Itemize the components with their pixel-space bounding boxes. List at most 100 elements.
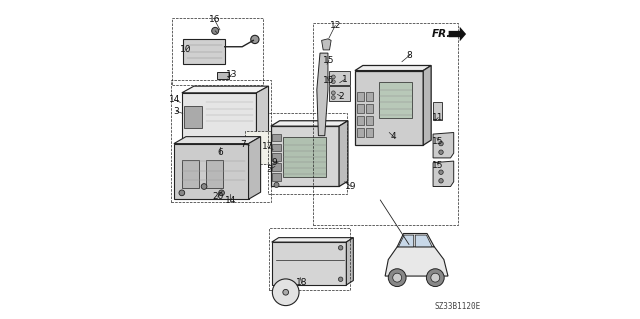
Polygon shape <box>339 121 348 187</box>
Text: 15: 15 <box>433 137 444 145</box>
Bar <box>366 92 373 101</box>
Text: 10: 10 <box>180 45 192 55</box>
Polygon shape <box>272 242 346 285</box>
Polygon shape <box>397 234 435 247</box>
Text: 5: 5 <box>266 165 272 174</box>
Text: 13: 13 <box>226 70 237 79</box>
Circle shape <box>273 279 299 306</box>
Bar <box>358 116 364 125</box>
Circle shape <box>332 91 335 95</box>
Polygon shape <box>182 93 257 139</box>
Polygon shape <box>248 137 260 199</box>
Polygon shape <box>271 121 348 126</box>
Polygon shape <box>415 235 432 247</box>
Text: 6: 6 <box>217 148 223 157</box>
Circle shape <box>339 277 343 281</box>
Text: 2: 2 <box>339 92 344 101</box>
Text: 14: 14 <box>225 196 236 205</box>
Circle shape <box>219 190 225 196</box>
Text: 15: 15 <box>433 161 444 170</box>
Polygon shape <box>321 39 331 50</box>
Bar <box>329 86 349 101</box>
Bar <box>273 153 281 161</box>
Bar <box>284 137 326 177</box>
Circle shape <box>388 269 406 286</box>
Polygon shape <box>449 27 466 41</box>
Text: 11: 11 <box>433 113 444 122</box>
Text: 3: 3 <box>173 107 179 116</box>
Circle shape <box>393 273 402 282</box>
Polygon shape <box>355 65 431 70</box>
Text: 14: 14 <box>169 95 180 104</box>
Bar <box>358 104 364 113</box>
Polygon shape <box>174 137 260 144</box>
Polygon shape <box>272 238 353 242</box>
Polygon shape <box>271 126 339 187</box>
Text: 18: 18 <box>296 278 307 287</box>
Text: 15: 15 <box>323 56 335 65</box>
Text: SZ33B1120E: SZ33B1120E <box>434 302 481 311</box>
Bar <box>313 23 458 225</box>
Circle shape <box>179 190 185 196</box>
Circle shape <box>201 184 207 189</box>
Circle shape <box>431 273 440 282</box>
Text: 1: 1 <box>342 75 348 84</box>
Bar <box>172 18 263 85</box>
Circle shape <box>283 289 289 295</box>
Bar <box>379 82 412 118</box>
Text: 16: 16 <box>209 15 220 24</box>
Circle shape <box>274 182 279 188</box>
Circle shape <box>426 269 444 286</box>
Text: 17: 17 <box>262 142 273 151</box>
Text: 12: 12 <box>330 21 341 30</box>
Polygon shape <box>346 238 353 285</box>
Circle shape <box>439 141 444 146</box>
Polygon shape <box>433 132 454 158</box>
Bar <box>172 80 271 202</box>
Polygon shape <box>182 86 269 93</box>
Polygon shape <box>174 144 248 199</box>
Polygon shape <box>245 131 271 164</box>
Bar <box>273 134 281 141</box>
Text: 4: 4 <box>391 132 397 141</box>
Text: 15: 15 <box>323 76 335 85</box>
Bar <box>433 102 442 120</box>
Circle shape <box>212 27 219 34</box>
Bar <box>329 70 349 85</box>
Polygon shape <box>355 70 423 145</box>
Text: 9: 9 <box>271 158 277 167</box>
Circle shape <box>332 80 335 84</box>
Bar <box>182 160 199 188</box>
Bar <box>269 228 349 290</box>
Circle shape <box>251 35 259 44</box>
Bar <box>273 163 281 171</box>
Bar <box>366 104 373 113</box>
Bar <box>184 106 202 128</box>
Circle shape <box>439 170 444 174</box>
Bar <box>273 144 281 151</box>
Text: 7: 7 <box>240 140 246 149</box>
Bar <box>366 128 373 137</box>
Bar <box>366 116 373 125</box>
Polygon shape <box>385 241 448 276</box>
Text: 19: 19 <box>346 182 357 191</box>
Circle shape <box>439 179 444 183</box>
Polygon shape <box>433 161 454 187</box>
Circle shape <box>339 246 343 250</box>
Polygon shape <box>257 86 269 139</box>
Polygon shape <box>399 235 413 247</box>
Polygon shape <box>317 53 328 136</box>
Circle shape <box>332 96 335 100</box>
Text: FR.: FR. <box>431 29 451 39</box>
Bar <box>268 114 347 195</box>
Bar <box>217 71 230 78</box>
Bar <box>358 128 364 137</box>
Polygon shape <box>184 39 225 64</box>
Circle shape <box>439 150 444 154</box>
Polygon shape <box>423 65 431 145</box>
Circle shape <box>332 75 335 79</box>
Bar <box>273 173 281 181</box>
Bar <box>358 92 364 101</box>
Text: 8: 8 <box>406 51 412 60</box>
Bar <box>205 160 223 188</box>
